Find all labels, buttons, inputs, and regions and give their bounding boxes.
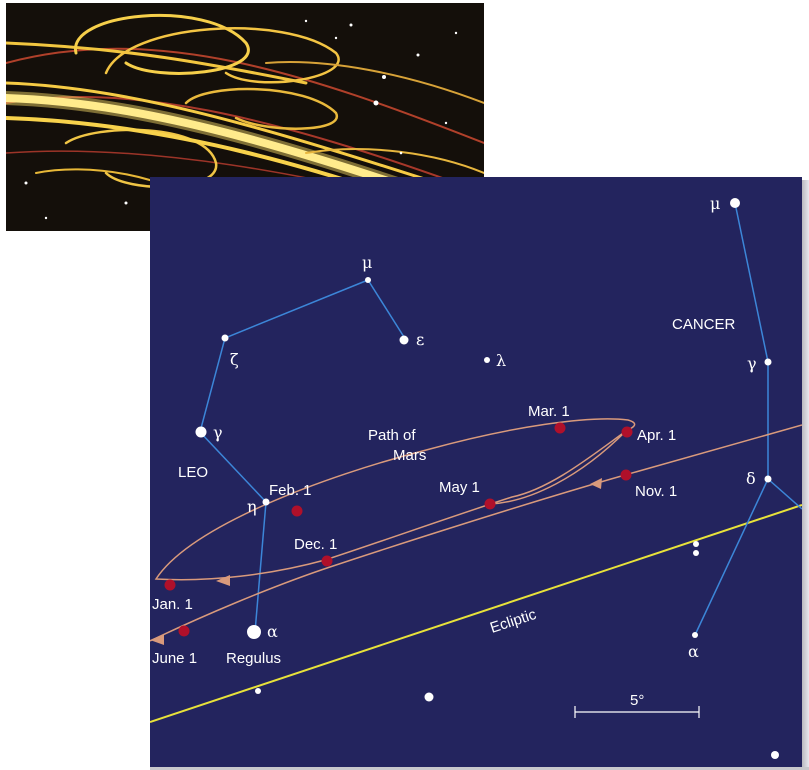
- leo-epsilon-label: ε: [416, 330, 424, 349]
- leo-name-label: LEO: [178, 464, 208, 481]
- leo-star-gamma: [195, 426, 207, 438]
- cancer-star-gamma: [764, 358, 772, 366]
- path-title-line2: Mars: [393, 447, 426, 464]
- cancer-star-delta: [764, 475, 772, 483]
- star-chart-svg: Ecliptic: [150, 194, 802, 759]
- leo-star-alpha-regulus: [247, 625, 261, 639]
- ecliptic-line: [150, 504, 802, 723]
- mars-dot-june1: [178, 625, 190, 637]
- leo-gamma-label: γ: [213, 423, 223, 442]
- cancer-line-main: [694, 202, 769, 636]
- frame-bottom: [150, 767, 809, 770]
- date-june1-label: June 1: [152, 650, 197, 667]
- date-dec1-label: Dec. 1: [294, 536, 337, 553]
- date-jan1-label: Jan. 1: [152, 596, 193, 613]
- mars-dot-jan1: [164, 579, 176, 591]
- mars-dot-dec1: [321, 555, 333, 567]
- arrow-jan: [216, 575, 230, 586]
- leo-star-mu: [365, 277, 371, 283]
- leo-star-eta: [262, 498, 270, 506]
- leo-zeta-label: ζ: [230, 350, 239, 369]
- cancer-alpha-label: α: [688, 642, 699, 661]
- leo-mu-label: μ: [362, 253, 372, 272]
- date-feb1-label: Feb. 1: [269, 482, 312, 499]
- leo-star-epsilon: [399, 335, 409, 345]
- cancer-line-east: [767, 478, 802, 510]
- cancer-star-mu: [730, 198, 740, 208]
- scale-bar: [574, 706, 700, 718]
- date-may1-label: May 1: [439, 479, 480, 496]
- arrow-nov: [590, 478, 602, 489]
- cancer-mu-label: μ: [710, 194, 720, 213]
- date-mar1-label: Mar. 1: [528, 403, 570, 420]
- leo-star-zeta: [221, 334, 229, 342]
- leo-line-mu-epsilon: [367, 279, 405, 338]
- field-star: [424, 692, 434, 702]
- mars-dot-feb1: [291, 505, 303, 517]
- leo-lambda-label: λ: [496, 351, 506, 370]
- date-nov1-label: Nov. 1: [635, 483, 677, 500]
- mars-dot-apr1: [621, 426, 633, 438]
- cancer-star-alpha: [692, 632, 698, 638]
- date-apr1-label: Apr. 1: [637, 427, 676, 444]
- field-star: [693, 550, 699, 556]
- mars-path-crossing: [489, 430, 627, 505]
- regulus-label: Regulus: [226, 650, 281, 667]
- mars-dot-nov1: [620, 469, 632, 481]
- field-star: [693, 541, 699, 547]
- cancer-delta-label: δ: [746, 469, 756, 488]
- mars-dot-may1: [484, 498, 496, 510]
- leo-alpha-label: α: [267, 622, 278, 641]
- frame-shadow: [802, 180, 809, 770]
- cancer-gamma-label: γ: [747, 354, 757, 373]
- mars-path-lower: [150, 424, 802, 642]
- star-chart: Ecliptic: [150, 177, 802, 767]
- arrow-june: [150, 634, 164, 645]
- leo-star-lambda: [484, 357, 490, 363]
- mars-dot-mar1: [554, 422, 566, 434]
- path-title-line1: Path of: [368, 427, 416, 444]
- field-star: [255, 688, 261, 694]
- ecliptic-label: Ecliptic: [488, 606, 539, 637]
- cancer-name-label: CANCER: [672, 316, 736, 333]
- field-star: [771, 751, 779, 759]
- leo-eta-label: η: [247, 497, 257, 516]
- scale-label: 5°: [630, 692, 644, 709]
